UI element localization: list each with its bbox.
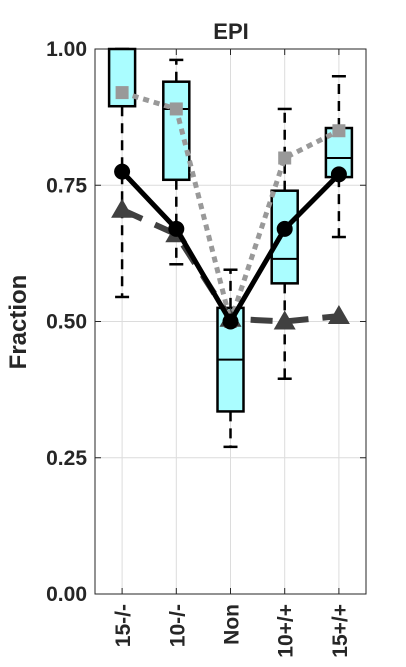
data-point [332, 124, 346, 138]
box-plots [107, 47, 354, 449]
data-point [111, 198, 134, 218]
x-tick-label: 10+/+ [275, 604, 298, 658]
chart-title: EPI [213, 19, 248, 44]
x-axis: 15-/- 10-/- Non 10+/+ 15+/+ [112, 49, 352, 658]
y-axis: 0.00 0.25 0.50 0.75 1.00 [46, 38, 366, 606]
y-tick-label: 0.00 [46, 583, 87, 606]
data-point [169, 102, 183, 116]
data-point [273, 310, 296, 330]
data-point [115, 86, 129, 100]
series-circle [114, 163, 347, 330]
data-point [278, 151, 292, 165]
box-4 [270, 107, 299, 380]
y-tick-label: 0.25 [46, 447, 87, 470]
y-tick-label: 0.75 [46, 174, 87, 197]
series-lines [111, 86, 350, 330]
y-axis-label: Fraction [5, 275, 32, 370]
x-tick-label: 15-/- [112, 604, 135, 647]
data-point [327, 305, 350, 325]
data-point [168, 220, 185, 237]
x-tick-label: 10-/- [166, 604, 189, 647]
y-tick-label: 1.00 [46, 38, 87, 61]
y-tick-label: 0.50 [46, 311, 87, 334]
data-point [330, 166, 347, 183]
box-iqr [270, 189, 299, 285]
data-point [276, 220, 293, 237]
data-point [222, 313, 239, 330]
data-point [114, 163, 131, 180]
box-iqr [162, 80, 191, 182]
x-tick-label: 15+/+ [329, 604, 352, 658]
x-tick-label: Non [221, 604, 244, 645]
